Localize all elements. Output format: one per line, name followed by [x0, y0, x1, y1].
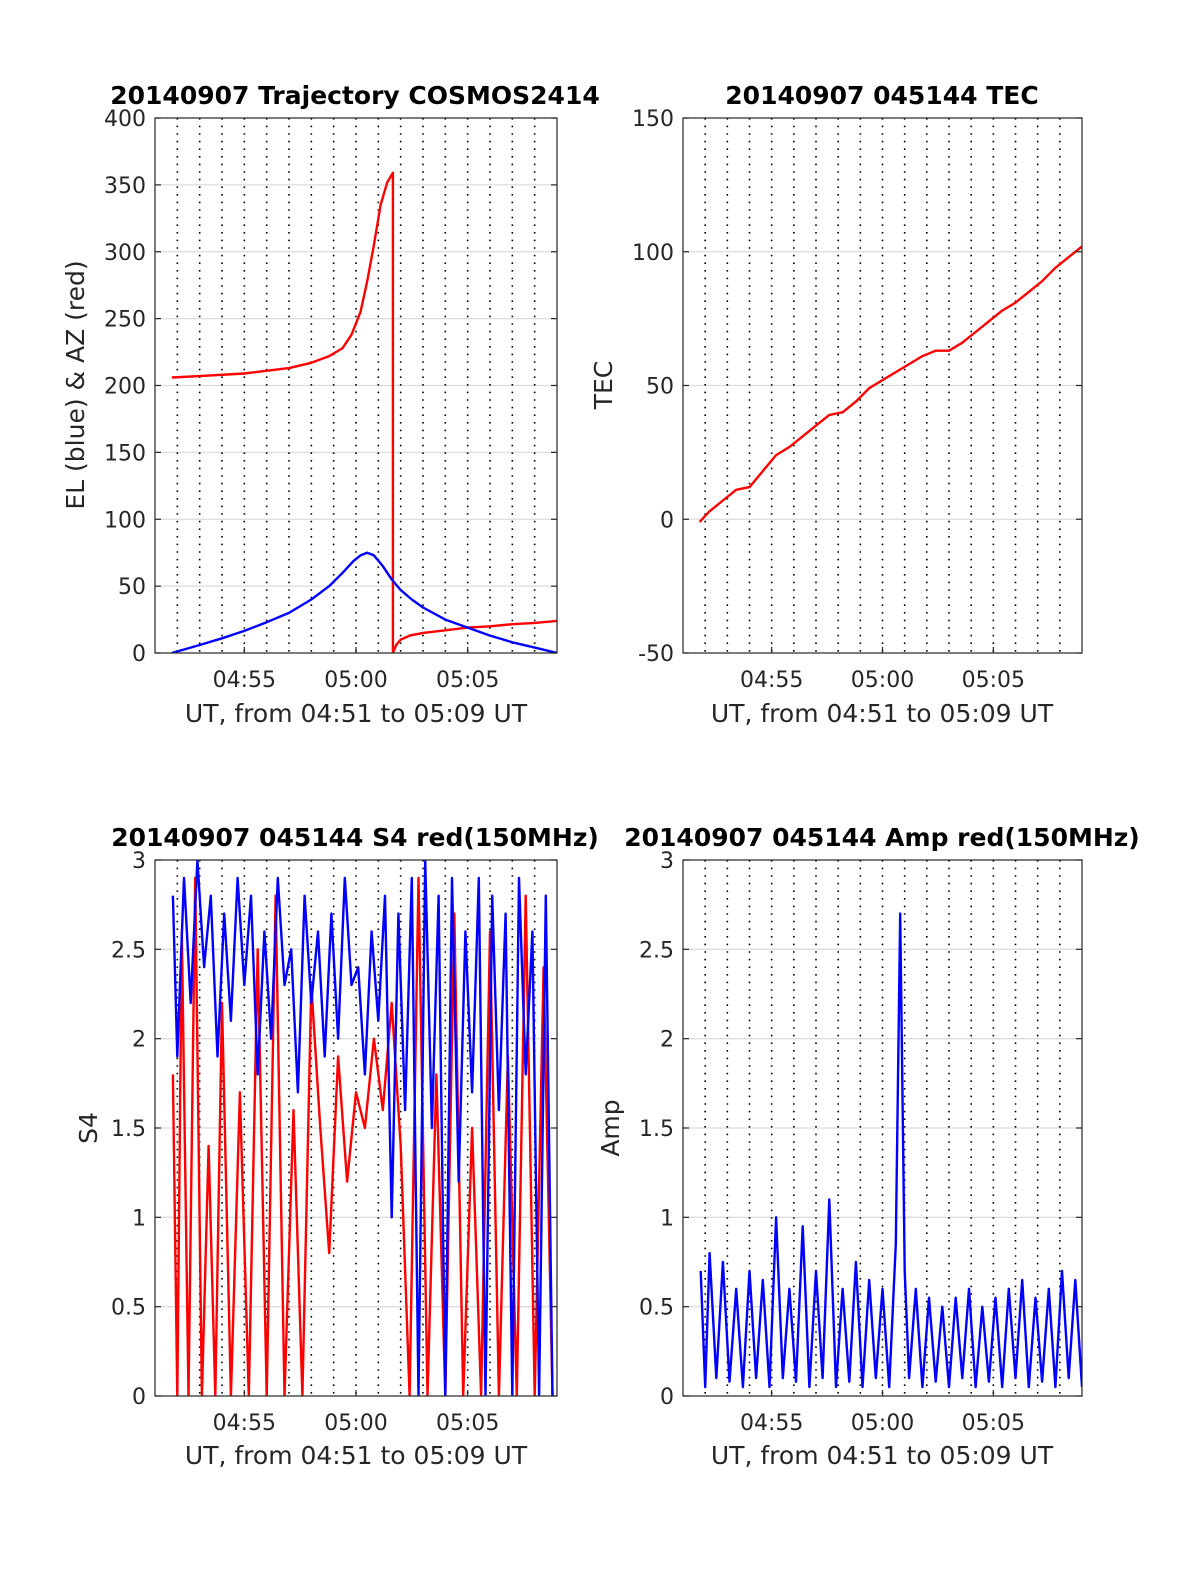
series-line-1 — [171, 171, 557, 653]
x-tick-label: 05:05 — [962, 668, 1025, 693]
x-axis-label: UT, from 04:51 to 05:09 UT — [185, 699, 528, 728]
y-axis-label: Amp — [596, 1099, 625, 1156]
y-tick-label: 0 — [660, 508, 674, 533]
x-tick-label: 05:00 — [851, 668, 914, 693]
y-axis-label: EL (blue) & AZ (red) — [61, 260, 90, 509]
y-tick-label: 350 — [104, 174, 146, 199]
x-axis-label: UT, from 04:51 to 05:09 UT — [711, 699, 1054, 728]
panel-tec: -50 0 50 100 150 04:55 05:00 05:05 20140907 045… — [589, 81, 1083, 728]
series-line-2 — [171, 551, 557, 653]
x-tick-label: 04:55 — [740, 668, 803, 693]
y-tick-label: 0.5 — [639, 1296, 674, 1321]
y-tick-label: 2 — [132, 1028, 146, 1053]
y-axis-label: S4 — [74, 1112, 103, 1144]
y-tick-label: 1.5 — [111, 1117, 146, 1142]
y-tick-label: 1 — [132, 1206, 146, 1231]
y-tick-label: 150 — [632, 107, 674, 132]
y-tick-label: 0 — [660, 1385, 674, 1410]
x-tick-label: 05:00 — [851, 1411, 914, 1436]
x-tick-label: 04:55 — [740, 1411, 803, 1436]
chart-title: 20140907 045144 TEC — [725, 81, 1038, 110]
x-tick-label: 05:00 — [324, 668, 387, 693]
y-axis-label: TEC — [589, 361, 618, 411]
y-tick-label: 400 — [104, 107, 146, 132]
y-tick-label: 2.5 — [639, 938, 674, 963]
y-tick-label: 300 — [104, 241, 146, 266]
x-tick-label: 05:05 — [436, 1411, 499, 1436]
chart-title: 20140907 045144 S4 red(150MHz) — [111, 823, 599, 852]
y-tick-label: 2.5 — [111, 938, 146, 963]
y-tick-label: 2 — [660, 1028, 674, 1053]
y-tick-label: 250 — [104, 308, 146, 333]
y-tick-label: 50 — [646, 375, 674, 400]
y-tick-label: 50 — [118, 575, 146, 600]
y-tick-label: 0 — [132, 642, 146, 667]
x-tick-label: 04:55 — [213, 668, 276, 693]
y-tick-label: 100 — [104, 508, 146, 533]
x-tick-label: 05:05 — [962, 1411, 1025, 1436]
panel-amp: 0 0.5 1 1.5 2 2.5 3 04:55 05:00 05:05 20140907 04… — [596, 823, 1140, 1470]
chart-title: 20140907 Trajectory COSMOS2414 — [110, 81, 600, 110]
panel-s4: 0 0.5 1 1.5 2 2.5 3 04:55 05:00 05:05 20140907 04… — [74, 823, 599, 1470]
x-tick-label: 04:55 — [213, 1411, 276, 1436]
x-axis-label: UT, from 04:51 to 05:09 UT — [185, 1441, 528, 1470]
y-tick-label: 3 — [660, 849, 674, 874]
chart-title: 20140907 045144 Amp red(150MHz) — [624, 823, 1140, 852]
x-axis-label: UT, from 04:51 to 05:09 UT — [711, 1441, 1054, 1470]
y-tick-label: 200 — [104, 375, 146, 400]
x-tick-label: 05:00 — [324, 1411, 387, 1436]
series-line-1 — [698, 245, 1082, 523]
y-tick-label: 150 — [104, 441, 146, 466]
y-tick-label: 1 — [660, 1206, 674, 1231]
y-tick-label: 100 — [632, 241, 674, 266]
y-tick-label: 0 — [132, 1385, 146, 1410]
y-tick-label: 0.5 — [111, 1296, 146, 1321]
series-line-1 — [171, 876, 554, 1396]
series-line-1 — [699, 912, 1082, 1389]
y-tick-label: 1.5 — [639, 1117, 674, 1142]
series-line-2 — [171, 860, 554, 1396]
y-tick-label: 3 — [132, 849, 146, 874]
x-tick-label: 05:05 — [436, 668, 499, 693]
y-tick-label: -50 — [638, 642, 674, 667]
